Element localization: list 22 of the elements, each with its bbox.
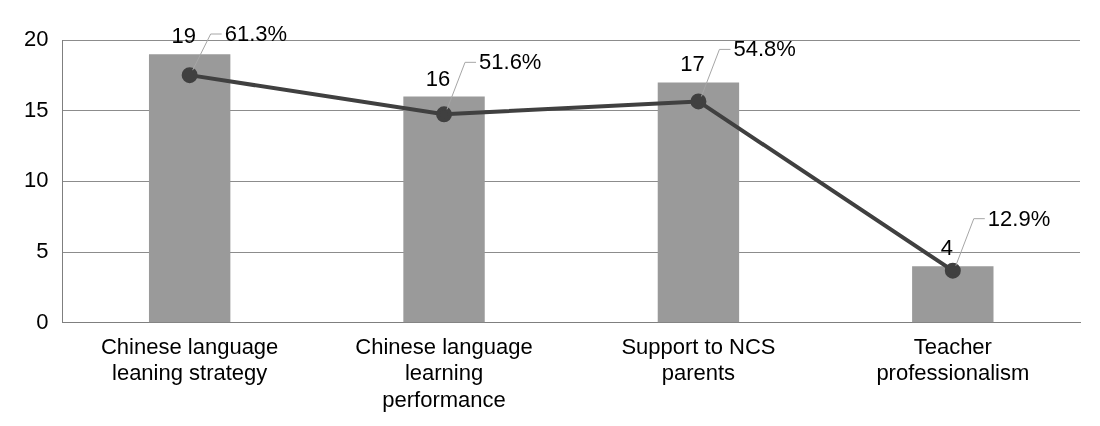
bar <box>912 266 994 323</box>
data-label: 16 <box>425 65 451 91</box>
y-tick-label: 0 <box>36 308 49 334</box>
point <box>944 262 961 279</box>
y-tick-label: 5 <box>36 238 49 264</box>
x-tick-label: Chinese language learning performance <box>355 334 533 412</box>
data-label: 19 <box>171 23 196 49</box>
data-label: 51.6% <box>479 49 542 75</box>
data-label: 12.9% <box>987 205 1051 231</box>
x-tick-label: Chinese language leaning strategy <box>100 334 279 386</box>
y-tick-label: 15 <box>23 96 49 122</box>
point <box>436 106 453 123</box>
x-tick-label: Teacher professionalism <box>876 334 1030 386</box>
point <box>690 93 707 110</box>
data-label: 4 <box>940 235 953 261</box>
data-label: 54.8% <box>733 36 796 62</box>
point <box>181 67 198 84</box>
data-label: 61.3% <box>224 21 288 47</box>
y-tick-label: 20 <box>23 26 49 52</box>
data-label: 17 <box>680 51 705 77</box>
x-tick-label: Support to NCS parents <box>621 334 776 386</box>
y-tick-label: 10 <box>23 167 49 193</box>
